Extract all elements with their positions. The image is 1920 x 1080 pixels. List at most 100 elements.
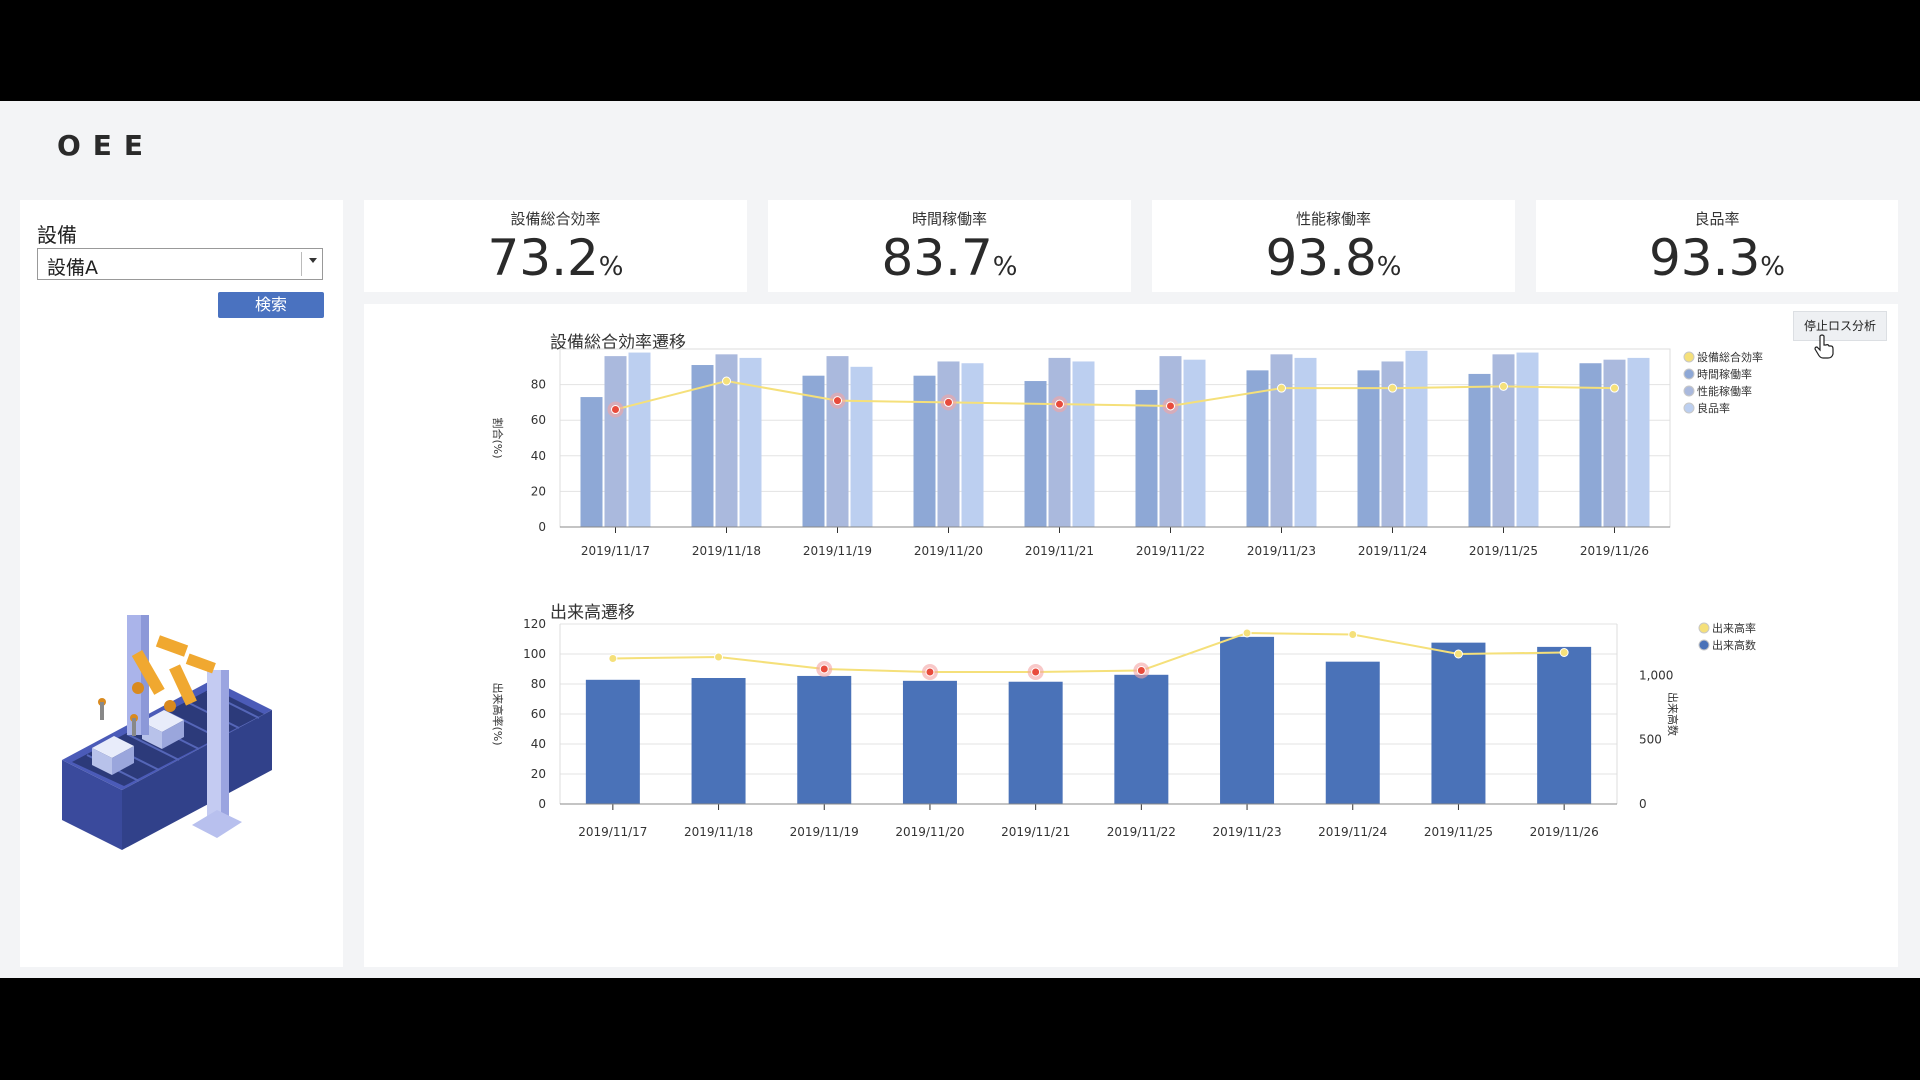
bar: [1579, 363, 1602, 527]
line-point: [944, 397, 953, 407]
y-tick-label: 120: [523, 617, 546, 631]
line-point: [1610, 383, 1619, 393]
x-tick-label: 2019/11/24: [1318, 825, 1387, 839]
bar: [797, 675, 852, 804]
y-tick-label: 60: [531, 413, 546, 427]
legend-label: 良品率: [1697, 401, 1730, 415]
chevron-down-icon[interactable]: [309, 258, 317, 263]
line-point: [925, 667, 935, 677]
x-tick-label: 2019/11/25: [1424, 825, 1493, 839]
y2-tick-label: 500: [1639, 733, 1662, 747]
x-tick-label: 2019/11/20: [895, 825, 964, 839]
equipment-select[interactable]: 設備A: [37, 248, 323, 280]
bar: [1431, 642, 1486, 804]
y2-tick-label: 0: [1639, 797, 1647, 811]
kpi-value: 93.3%: [1648, 229, 1786, 287]
legend-marker: [1698, 639, 1710, 651]
kpi-performance: 性能稼働率 93.8%: [1152, 200, 1515, 292]
bar: [826, 356, 849, 527]
kpi-oee: 設備総合効率 73.2%: [364, 200, 747, 292]
bar: [1294, 357, 1317, 527]
bar: [1492, 354, 1515, 527]
bar: [604, 356, 627, 527]
line-series: [615, 380, 1615, 411]
legend-marker: [1683, 402, 1695, 414]
line-point: [1055, 399, 1064, 409]
bar: [1159, 356, 1182, 527]
bar: [902, 680, 957, 804]
legend-label: 出来高率: [1712, 621, 1756, 635]
y-tick-label: 40: [531, 737, 546, 751]
line-point: [1031, 667, 1041, 677]
x-tick-label: 2019/11/18: [684, 825, 753, 839]
x-tick-label: 2019/11/26: [1580, 544, 1649, 558]
oee-chart-title: 設備総合効率遷移: [550, 333, 686, 353]
kpi-quality: 良品率 93.3%: [1536, 200, 1898, 292]
bar: [937, 361, 960, 527]
legend-marker: [1683, 368, 1695, 380]
x-tick-label: 2019/11/25: [1469, 544, 1538, 558]
bar: [1008, 681, 1063, 804]
line-point: [1136, 666, 1146, 675]
bar: [1405, 350, 1428, 527]
stop-loss-analysis-button[interactable]: 停止ロス分析: [1793, 311, 1887, 341]
select-divider: [301, 252, 302, 276]
legend-label: 出来高数: [1712, 638, 1756, 652]
line-point: [611, 405, 620, 415]
y-tick-label: 20: [531, 484, 546, 498]
app-title: OEE: [57, 129, 156, 162]
y2-tick-label: 1,000: [1639, 668, 1673, 682]
kpi-value: 93.8%: [1265, 229, 1402, 287]
y-tick-label: 100: [523, 647, 546, 661]
bar: [850, 366, 873, 527]
x-tick-label: 2019/11/23: [1212, 825, 1281, 839]
bar: [802, 375, 825, 527]
bar: [739, 357, 762, 527]
x-tick-label: 2019/11/24: [1358, 544, 1427, 558]
line-point: [1559, 648, 1569, 657]
line-point: [819, 664, 829, 674]
search-button[interactable]: 検索: [218, 292, 324, 318]
factory-robot-illustration: [62, 615, 272, 850]
x-tick-label: 2019/11/17: [578, 825, 647, 839]
line-series: [612, 631, 1565, 673]
kpi-label: 設備総合効率: [510, 210, 601, 228]
x-tick-label: 2019/11/21: [1025, 544, 1094, 558]
y2-axis-label: 出来高数: [1666, 692, 1680, 736]
y-tick-label: 60: [531, 707, 546, 721]
chart-panel: 停止ロス分析 設備総合効率遷移 出来高遷移 0 20 40 60 80 割合(%) 2019…: [364, 304, 1898, 967]
kpi-value: 73.2%: [487, 229, 624, 287]
equipment-select-value: 設備A: [47, 257, 98, 279]
line-point: [1348, 630, 1358, 639]
app-window: OEE 設備 設備A 検索: [0, 101, 1920, 978]
bar: [1246, 370, 1269, 527]
legend-label: 時間稼働率: [1697, 367, 1752, 381]
bar: [1048, 357, 1071, 527]
x-tick-label: 2019/11/26: [1530, 825, 1599, 839]
line-point: [833, 396, 842, 406]
x-tick-label: 2019/11/19: [803, 544, 872, 558]
output-chart-title: 出来高遷移: [550, 603, 635, 623]
bar: [1468, 373, 1491, 527]
bar: [691, 678, 746, 804]
line-point: [1242, 628, 1252, 638]
x-tick-label: 2019/11/23: [1247, 544, 1316, 558]
bar: [1537, 646, 1592, 804]
x-tick-label: 2019/11/18: [692, 544, 761, 558]
y-tick-label: 80: [531, 378, 546, 392]
x-tick-label: 2019/11/20: [914, 544, 983, 558]
output-trend-chart: 0 20 40 60 80 100 120 0 500 1,000 出来高率(%) 出来高数 2019/…: [491, 617, 1756, 839]
y-tick-label: 40: [531, 449, 546, 463]
y-axis-label: 割合(%): [491, 417, 505, 458]
line-point: [1388, 383, 1397, 393]
equipment-panel: 設備 設備A 検索: [20, 200, 343, 967]
bar: [1135, 389, 1158, 527]
equipment-label: 設備: [37, 223, 77, 247]
kpi-label: 時間稼働率: [911, 210, 987, 228]
legend-marker: [1683, 351, 1695, 363]
bar: [1072, 361, 1095, 527]
bar: [585, 679, 640, 804]
bar: [1183, 359, 1206, 527]
line-point: [1499, 381, 1508, 391]
legend-label: 性能稼働率: [1697, 384, 1752, 398]
